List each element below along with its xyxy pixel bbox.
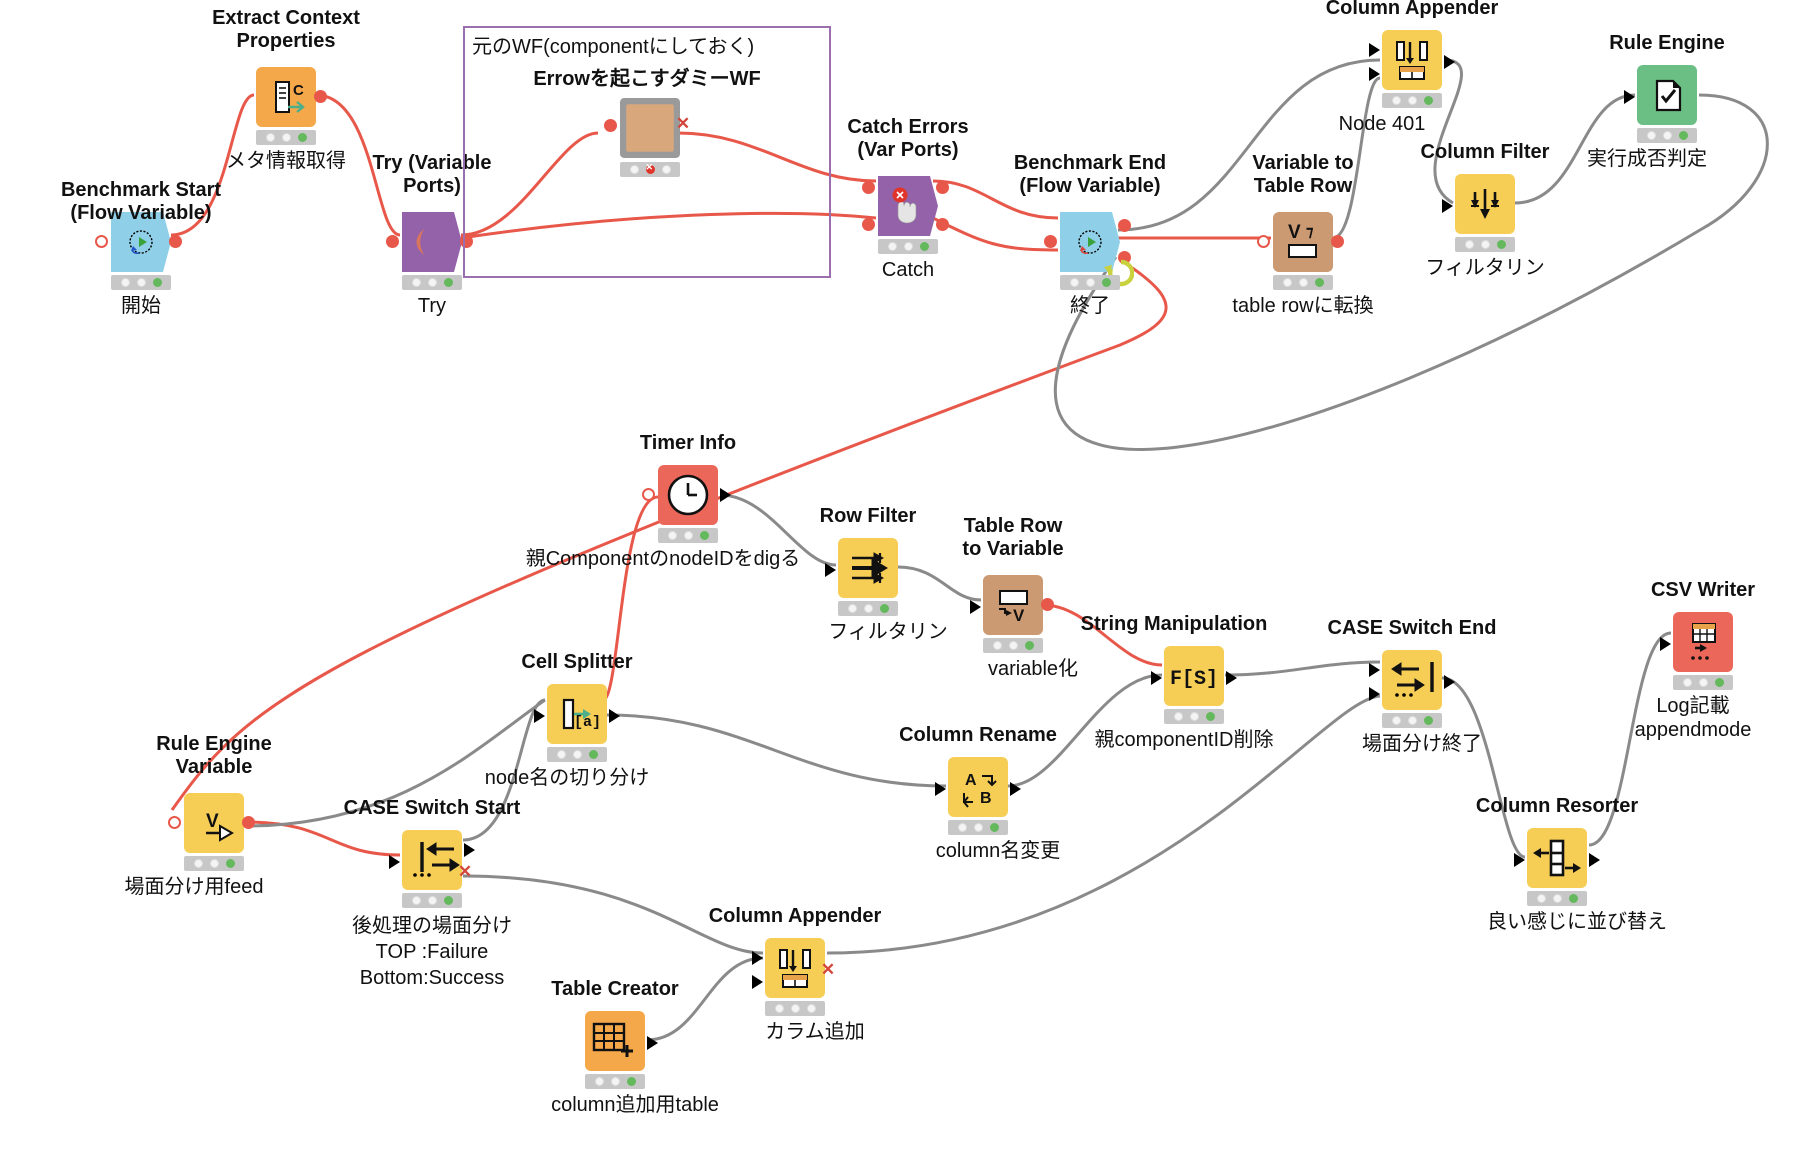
svg-text:C: C [293,82,304,99]
svg-text:F[S]: F[S] [1170,668,1218,691]
svg-text:V: V [206,811,219,832]
svg-text:B: B [980,790,992,807]
svg-text:V: V [1013,606,1025,625]
svg-text:A: A [965,772,977,789]
svg-text:⁊: ⁊ [1306,223,1314,240]
svg-text:V: V [1288,222,1301,243]
svg-text:[a]: [a] [574,714,601,731]
